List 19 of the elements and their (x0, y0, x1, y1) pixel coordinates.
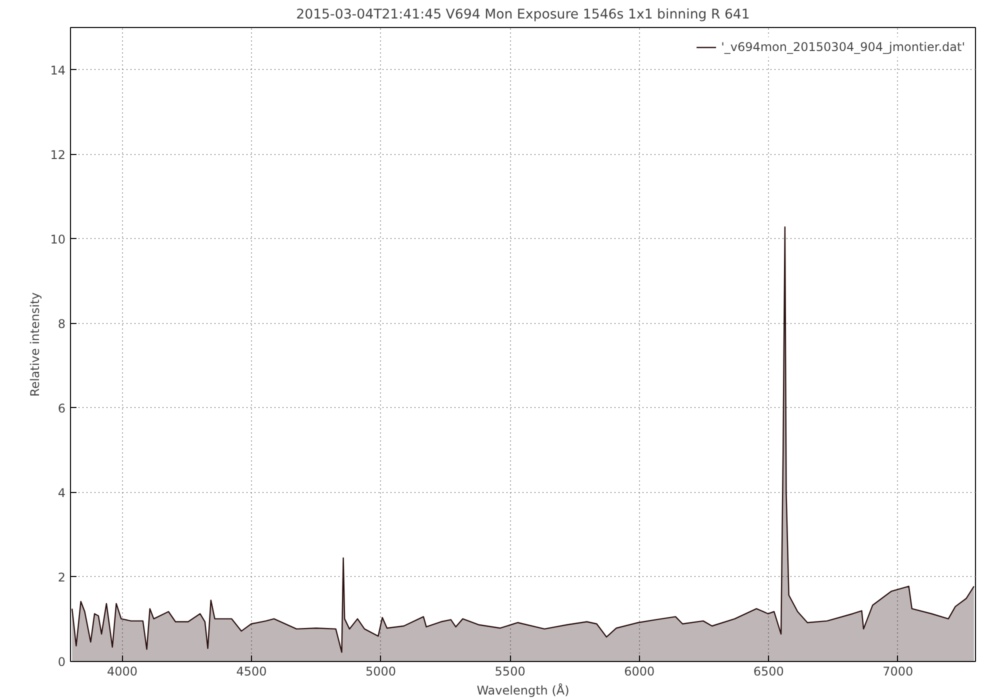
x-tick-label: 7000 (882, 664, 914, 678)
x-tick-label: 5500 (494, 664, 526, 678)
y-tick-label: 12 (50, 148, 66, 162)
x-tick-label: 5000 (366, 664, 396, 678)
legend-label: '_v694mon_20150304_904_jmontier.dat' (721, 40, 965, 54)
y-axis-title: Relative intensity (28, 292, 42, 397)
x-tick-label: 6500 (753, 664, 784, 678)
x-tick-label: 6000 (624, 664, 655, 678)
y-tick-label: 6 (58, 401, 66, 416)
x-axis-title: Wavelength (Å) (476, 682, 570, 698)
y-tick-label: 8 (58, 316, 66, 331)
x-tick-label: 4500 (236, 664, 267, 678)
y-tick-label: 4 (58, 486, 66, 500)
y-tick-label: 10 (50, 232, 66, 246)
chart-title: 2015-03-04T21:41:45 V694 Mon Exposure 1546s 1x1 binning R 641 (296, 8, 750, 22)
x-tick-label: 4000 (106, 664, 138, 678)
y-tick-label: 14 (50, 63, 66, 78)
y-tick-label: 2 (58, 570, 66, 584)
y-tick-label: 0 (58, 655, 66, 669)
